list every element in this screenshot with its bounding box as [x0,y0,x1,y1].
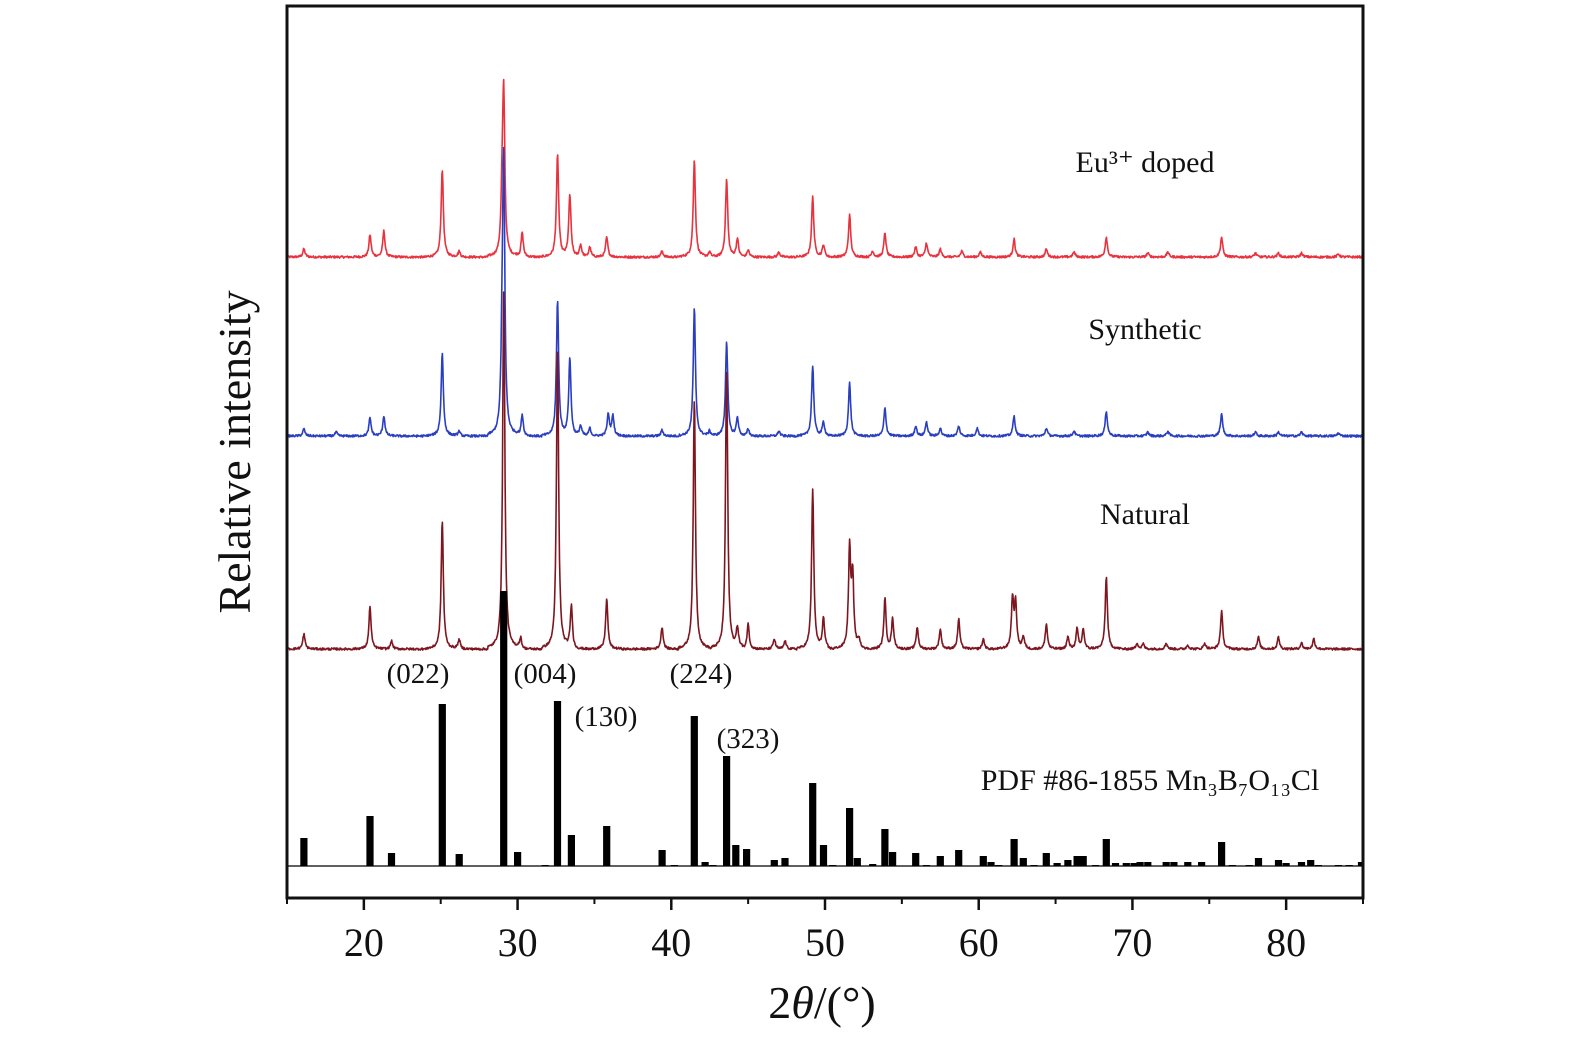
x-tick-label: 20 [344,920,384,965]
series-label-natural: Natural [1100,498,1190,531]
hkl-label: (022) [387,658,450,690]
reference-bar [1198,862,1206,866]
x-tick-label: 50 [805,920,845,965]
reference-bar [770,860,778,866]
reference-bar [1136,862,1144,866]
reference-bar [869,864,877,866]
reference-bar [1274,860,1283,866]
reference-bar [1357,862,1363,866]
trace-eu-doped [287,78,1363,259]
reference-bar [1130,863,1138,866]
reference-bar [1010,839,1018,866]
reference-bar [438,704,446,866]
reference-bar [603,826,611,866]
hkl-label: (323) [717,723,780,755]
reference-bar [1307,860,1315,866]
reference-bar [366,816,374,866]
reference-bar [853,858,861,866]
reference-bar [743,849,751,866]
plot-area [287,78,1363,867]
reference-bar [1297,862,1306,866]
reference-bar [1042,853,1050,866]
reference-bar [1184,862,1192,866]
reference-bar [912,853,920,866]
reference-bar [819,845,828,866]
reference-bar [723,756,731,866]
hkl-label: (004) [514,658,577,690]
reference-bar [1218,842,1226,866]
reference-bars [287,591,1363,867]
y-axis-title: Relative intensity [209,290,260,613]
reference-bar [936,856,944,866]
reference-bar [701,862,709,866]
x-axis-title: 2θ/(°) [768,977,875,1028]
reference-bar [658,850,666,866]
reference-bar [1111,863,1120,866]
trace-natural [287,291,1363,651]
reference-bar [1170,862,1178,866]
x-tick-label: 70 [1112,920,1152,965]
hkl-label: (130) [575,701,638,733]
x-tick-label: 80 [1266,920,1306,965]
x-tick-label: 60 [959,920,999,965]
reference-bar [500,591,508,866]
reference-bar [732,845,740,866]
reference-bar [1102,839,1110,866]
reference-bar [1064,860,1072,866]
reference-bar [1162,862,1170,866]
reference-bar [889,852,897,866]
reference-bar [455,854,463,866]
x-tick-label: 40 [651,920,691,965]
series-label-pdf-86-1855-mn-b-o-cl: PDF #86-1855 Mn₃B₇O₁₃Cl [981,764,1320,797]
reference-bar [987,862,995,866]
x-tick-label: 30 [498,920,538,965]
series-labels: Eu³⁺ doped Synthetic Natural PDF #86-1855 M… [387,146,1320,797]
reference-bar [979,856,987,866]
reference-bar [387,853,396,866]
series-label-eu-doped: Eu³⁺ doped [1076,146,1215,179]
reference-bar [690,716,698,866]
reference-bar [1073,856,1081,866]
series-label-synthetic: Synthetic [1088,313,1201,346]
reference-bar [1254,858,1263,866]
reference-bar [567,835,575,866]
reference-bar [300,838,308,866]
reference-bar [1053,863,1061,866]
reference-bar [809,783,817,866]
reference-bar [955,850,963,866]
reference-bar [1282,863,1290,866]
trace-synthetic [287,146,1363,438]
reference-bar [1019,858,1027,866]
reference-bar [1144,862,1152,866]
reference-bar [1079,856,1087,866]
reference-bar [781,858,789,866]
reference-bar [553,701,562,866]
reference-bar [881,829,889,866]
x-axis: 20 30 40 50 60 70 80 [286,898,1364,965]
reference-bar [514,852,522,866]
reference-bar [1122,863,1130,866]
hkl-label: (224) [670,658,733,690]
reference-bar [846,808,854,866]
